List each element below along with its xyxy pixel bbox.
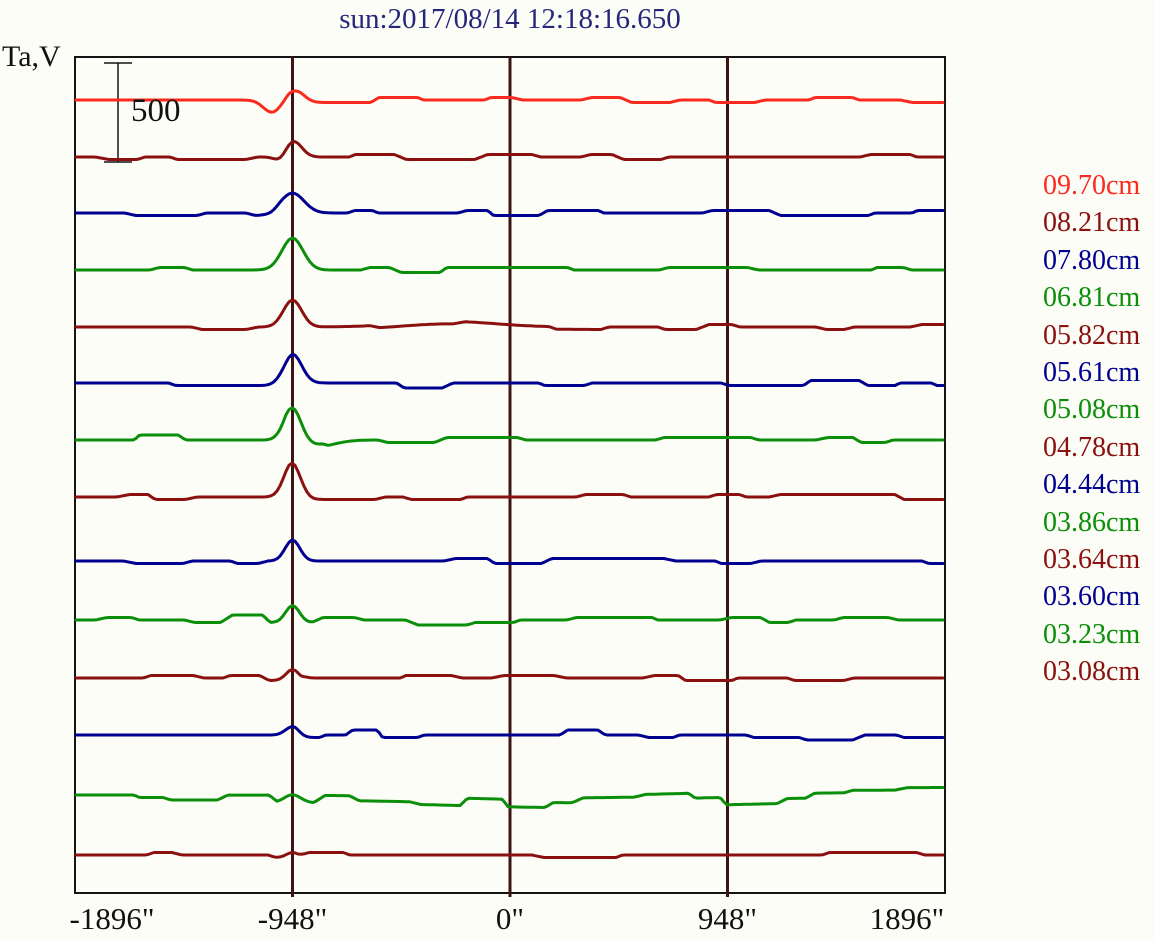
wavelength-label: 03.60cm xyxy=(1043,581,1141,613)
wavelength-label: 04.44cm xyxy=(1043,469,1141,501)
wavelength-label: 06.81cm xyxy=(1043,282,1141,314)
wavelength-label: 05.82cm xyxy=(1043,319,1141,351)
trace-09.70cm xyxy=(74,89,945,114)
x-tick-label: 1896" xyxy=(869,901,945,936)
trace-05.82cm xyxy=(74,298,945,331)
trace-06.81cm xyxy=(74,236,945,274)
wavelength-label: 03.64cm xyxy=(1043,544,1141,575)
trace-03.23cm xyxy=(74,786,945,809)
x-tick-label: 0" xyxy=(495,901,525,936)
trace-03.60cm xyxy=(74,725,945,742)
chart-title: sun:2017/08/14 12:18:16.650 xyxy=(339,3,681,35)
wavelength-label: 04.78cm xyxy=(1043,431,1141,463)
wavelength-label: 05.61cm xyxy=(1043,357,1141,388)
wavelength-label: 08.21cm xyxy=(1043,207,1141,239)
trace-05.08cm xyxy=(74,406,945,447)
y-axis-label: Ta,V xyxy=(2,40,61,73)
scale-bar-label: 500 xyxy=(131,93,181,129)
trace-07.80cm xyxy=(74,191,945,217)
trace-03.86cm xyxy=(74,604,945,627)
trace-04.78cm xyxy=(74,461,945,501)
trace-03.08cm xyxy=(74,850,945,859)
wavelength-label: 03.08cm xyxy=(1043,656,1141,688)
x-tick-label: -948" xyxy=(257,901,328,936)
wavelength-label: 03.86cm xyxy=(1043,506,1141,538)
trace-08.21cm xyxy=(74,140,945,161)
x-tick-label: 948" xyxy=(697,901,758,936)
wavelength-label: 05.08cm xyxy=(1043,394,1141,426)
x-tick-label: -1896" xyxy=(69,901,155,936)
wavelength-label: 07.80cm xyxy=(1043,244,1141,276)
trace-03.64cm xyxy=(74,668,945,682)
trace-04.44cm xyxy=(74,538,945,565)
trace-05.61cm xyxy=(74,352,945,390)
wavelength-label: 03.23cm xyxy=(1043,618,1141,650)
wavelength-label: 09.70cm xyxy=(1043,170,1141,201)
